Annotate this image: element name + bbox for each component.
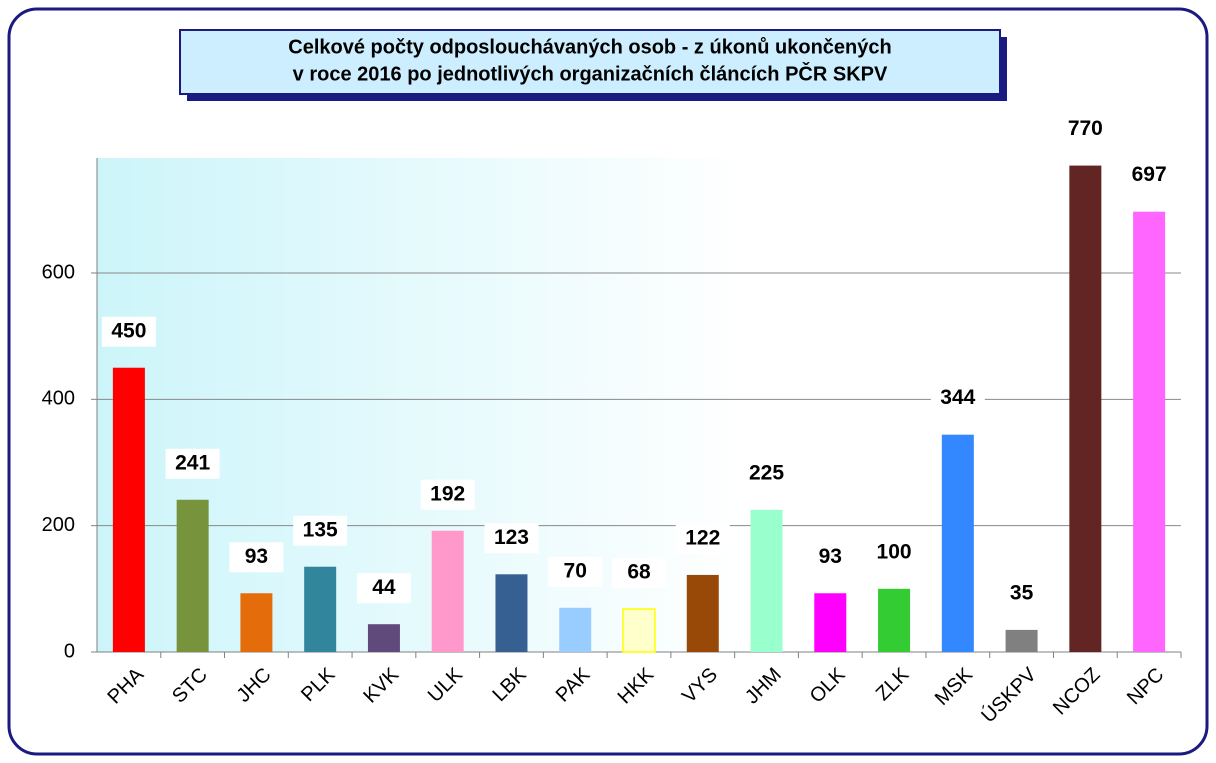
bar bbox=[367, 624, 400, 652]
bar bbox=[559, 607, 592, 652]
data-label: 93 bbox=[819, 545, 842, 568]
y-tick-label: 400 bbox=[42, 388, 75, 410]
data-label-bg bbox=[867, 537, 922, 568]
data-label: 192 bbox=[430, 482, 465, 505]
y-tick-label: 200 bbox=[42, 514, 75, 536]
data-label-bg bbox=[612, 558, 666, 589]
data-label-bg bbox=[101, 316, 156, 347]
data-label: 35 bbox=[1010, 581, 1034, 604]
bar bbox=[1069, 165, 1102, 652]
data-label: 122 bbox=[685, 526, 720, 549]
data-label-bg bbox=[930, 383, 985, 414]
data-label: 68 bbox=[627, 561, 651, 584]
data-label-bg bbox=[675, 523, 730, 554]
data-label: 344 bbox=[940, 386, 975, 409]
data-label: 135 bbox=[303, 518, 338, 541]
data-label: 697 bbox=[1132, 163, 1167, 186]
data-label-bg bbox=[420, 479, 475, 510]
data-label-bg bbox=[803, 542, 858, 573]
bar bbox=[1133, 211, 1166, 652]
bar bbox=[814, 593, 847, 652]
y-tick-label: 0 bbox=[64, 640, 75, 662]
data-label: 450 bbox=[111, 319, 146, 342]
bar bbox=[941, 434, 974, 652]
bar bbox=[176, 499, 209, 652]
bar bbox=[1005, 629, 1038, 652]
data-label: 70 bbox=[564, 559, 587, 582]
bar bbox=[240, 593, 273, 652]
data-label-bg bbox=[356, 573, 411, 604]
chart-title: v roce 2016 po jednotlivých organizačníc… bbox=[293, 61, 888, 85]
bar bbox=[431, 530, 464, 652]
bar bbox=[750, 509, 783, 652]
title-box bbox=[179, 29, 1001, 95]
data-label: 225 bbox=[749, 461, 784, 484]
data-label: 100 bbox=[877, 540, 912, 563]
data-label: 123 bbox=[494, 526, 529, 549]
data-label-bg bbox=[1122, 160, 1177, 191]
y-tick-label: 600 bbox=[42, 261, 75, 283]
bar bbox=[304, 566, 337, 652]
bar bbox=[878, 588, 911, 652]
data-label-bg bbox=[548, 556, 603, 587]
chart-title: Celkové počty odposlouchávaných osob - z… bbox=[288, 36, 891, 58]
data-label-bg bbox=[739, 458, 794, 489]
data-label: 241 bbox=[175, 451, 210, 474]
bar bbox=[112, 367, 145, 652]
data-label-bg bbox=[994, 578, 1049, 609]
data-label-bg bbox=[293, 515, 348, 546]
data-label: 93 bbox=[245, 545, 268, 568]
bar bbox=[622, 608, 656, 653]
data-label: 770 bbox=[1068, 117, 1103, 140]
data-label: 44 bbox=[372, 576, 396, 599]
data-label-bg bbox=[165, 448, 220, 479]
bar bbox=[495, 574, 528, 652]
bar bbox=[686, 574, 719, 652]
data-label-bg bbox=[484, 523, 539, 554]
data-label-bg bbox=[1058, 114, 1113, 145]
data-label-bg bbox=[229, 542, 284, 573]
